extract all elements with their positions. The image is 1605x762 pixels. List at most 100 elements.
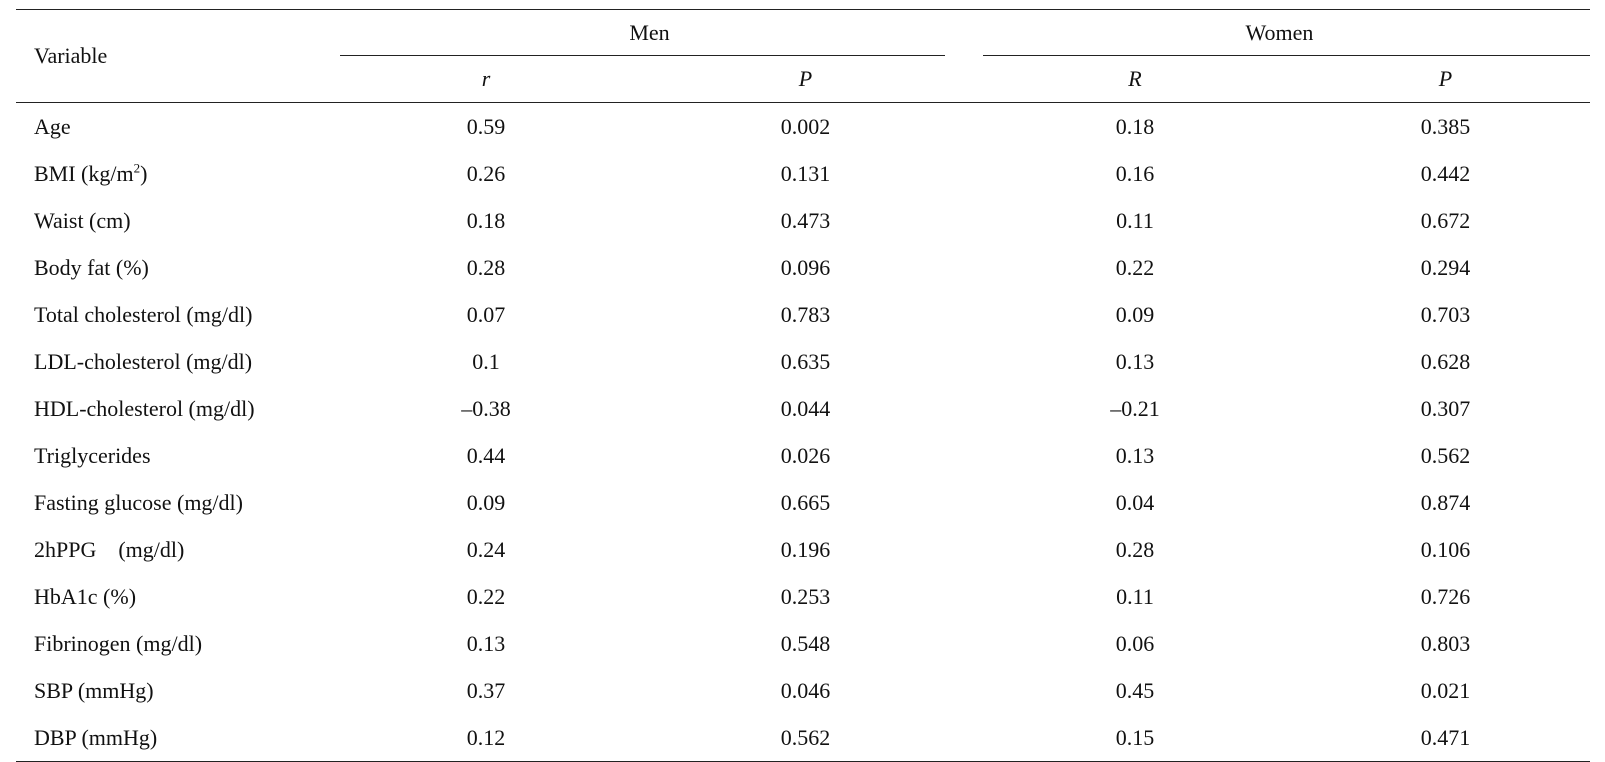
group-label-men: Men [629,20,670,45]
women-r-value: 0.28 [1115,536,1155,562]
table-row: Total cholesterol (mg/dl) 0.07 0.783 0.09 0.… [16,291,1590,338]
women-p-value: 0.874 [1420,489,1471,515]
women-r-value: 0.09 [1115,301,1155,327]
women-p-value: 0.562 [1420,442,1471,468]
table-row: LDL-cholesterol (mg/dl) 0.1 0.635 0.13 0.628 [16,338,1590,385]
women-p-value: 0.307 [1420,395,1471,421]
table-row: Triglycerides 0.44 0.026 0.13 0.562 [16,432,1590,479]
row-variable-label: Waist (cm) [16,197,330,244]
men-p-value: 0.473 [780,207,831,233]
row-variable-label: HDL-cholesterol (mg/dl) [16,385,330,432]
row-variable-label: Fasting glucose (mg/dl) [16,479,330,526]
men-p-value: 0.096 [780,254,831,280]
men-p-value: 0.635 [780,348,831,374]
women-p-value: 0.803 [1420,630,1471,656]
variable-text: SBP (mmHg) [34,677,154,703]
women-p-value: 0.106 [1420,536,1471,562]
row-variable-label: SBP (mmHg) [16,667,330,714]
row-variable-label: 2hPPG (mg/dl) [16,526,330,573]
variable-superscript: 2 [133,160,141,176]
row-variable-label: LDL-cholesterol (mg/dl) [16,338,330,385]
subheader-women-r: R [1128,66,1142,91]
variable-text: 2hPPG (mg/dl) [34,536,185,562]
women-p-value: 0.703 [1420,301,1471,327]
table-body: Age 0.59 0.002 0.18 0.385 BMI (kg/m2) 0.26 0.13… [16,103,1590,762]
women-r-value: 0.11 [1116,583,1154,609]
men-r-value: 0.28 [466,254,506,280]
women-r-value: 0.06 [1115,630,1155,656]
variable-text: Waist (cm) [34,207,131,233]
variable-text: Age [34,113,71,139]
men-p-value: 0.131 [780,160,831,186]
men-r-value: 0.13 [466,630,506,656]
table-row: Fasting glucose (mg/dl) 0.09 0.665 0.04 0.87… [16,479,1590,526]
variable-text: Fibrinogen (mg/dl) [34,630,203,656]
group-header-women: Women [969,10,1590,56]
table-row: Fibrinogen (mg/dl) 0.13 0.548 0.06 0.803 [16,620,1590,667]
women-r-value: 0.11 [1116,207,1154,233]
men-p-value: 0.002 [780,113,831,139]
variable-column-header: Variable [16,9,330,103]
table-row: HDL-cholesterol (mg/dl) –0.38 0.044 –0.21 0.… [16,385,1590,432]
men-p-value: 0.783 [780,301,831,327]
subheader-women-p: P [1438,66,1453,91]
women-r-value: 0.04 [1115,489,1155,515]
header-row-subcolumns: r P R P [16,56,1590,103]
men-r-value: 0.59 [466,113,506,139]
men-r-value: 0.07 [466,301,506,327]
women-r-value: 0.13 [1115,348,1155,374]
header-row-groups: Variable Men Women [16,9,1590,103]
group-header-men: Men [330,10,969,56]
group-label-women: Women [1245,20,1314,45]
men-r-value: 0.22 [466,583,506,609]
row-variable-label: Triglycerides [16,432,330,479]
variable-text: HbA1c (%) [34,583,137,609]
row-variable-label: BMI (kg/m2) [16,150,330,197]
women-p-value: 0.442 [1420,160,1471,186]
men-p-value: 0.026 [780,442,831,468]
variable-text: Fasting glucose (mg/dl) [34,489,243,515]
table-row: Body fat (%) 0.28 0.096 0.22 0.294 [16,244,1590,291]
men-r-value: –0.38 [461,395,511,421]
women-p-value: 0.672 [1420,207,1471,233]
women-r-value: 0.13 [1115,442,1155,468]
correlation-table: Variable Men Women r P R P Age 0.59 0.002 0… [16,9,1590,762]
men-p-value: 0.665 [780,489,831,515]
variable-suffix: ) [140,160,148,186]
men-r-value: 0.24 [466,536,506,562]
men-r-value: 0.44 [466,442,506,468]
women-r-value: 0.18 [1115,113,1155,139]
men-p-value: 0.253 [780,583,831,609]
men-p-value: 0.548 [780,630,831,656]
men-r-value: 0.26 [466,160,506,186]
table-header: Variable Men Women r P R P [16,9,1590,103]
women-p-value: 0.385 [1420,113,1471,139]
row-variable-label: Age [16,103,330,151]
women-r-value: 0.22 [1115,254,1155,280]
men-r-value: 0.37 [466,677,506,703]
subheader-men-r: r [481,66,491,91]
women-p-value: 0.628 [1420,348,1471,374]
table-row: SBP (mmHg) 0.37 0.046 0.45 0.021 [16,667,1590,714]
men-r-value: 0.09 [466,489,506,515]
variable-text: HDL-cholesterol (mg/dl) [34,395,255,421]
variable-text: Total cholesterol (mg/dl) [34,301,253,327]
men-p-value: 0.046 [780,677,831,703]
table-row: Waist (cm) 0.18 0.473 0.11 0.672 [16,197,1590,244]
women-p-value: 0.294 [1420,254,1471,280]
table-row: BMI (kg/m2) 0.26 0.131 0.16 0.442 [16,150,1590,197]
row-variable-label: HbA1c (%) [16,573,330,620]
group-underline-men [340,55,945,56]
women-p-value: 0.726 [1420,583,1471,609]
women-p-value: 0.021 [1420,677,1471,703]
correlation-table-container: Variable Men Women r P R P Age 0.59 0.002 0… [16,9,1590,762]
group-underline-women [983,55,1590,56]
variable-text: BMI (kg/m [34,160,134,186]
table-row: HbA1c (%) 0.22 0.253 0.11 0.726 [16,573,1590,620]
row-variable-label: Fibrinogen (mg/dl) [16,620,330,667]
variable-text: DBP (mmHg) [34,724,158,750]
subheader-men-p: P [798,66,813,91]
women-r-value: 0.45 [1115,677,1155,703]
variable-text: Body fat (%) [34,254,149,280]
table-row: 2hPPG (mg/dl) 0.24 0.196 0.28 0.106 [16,526,1590,573]
